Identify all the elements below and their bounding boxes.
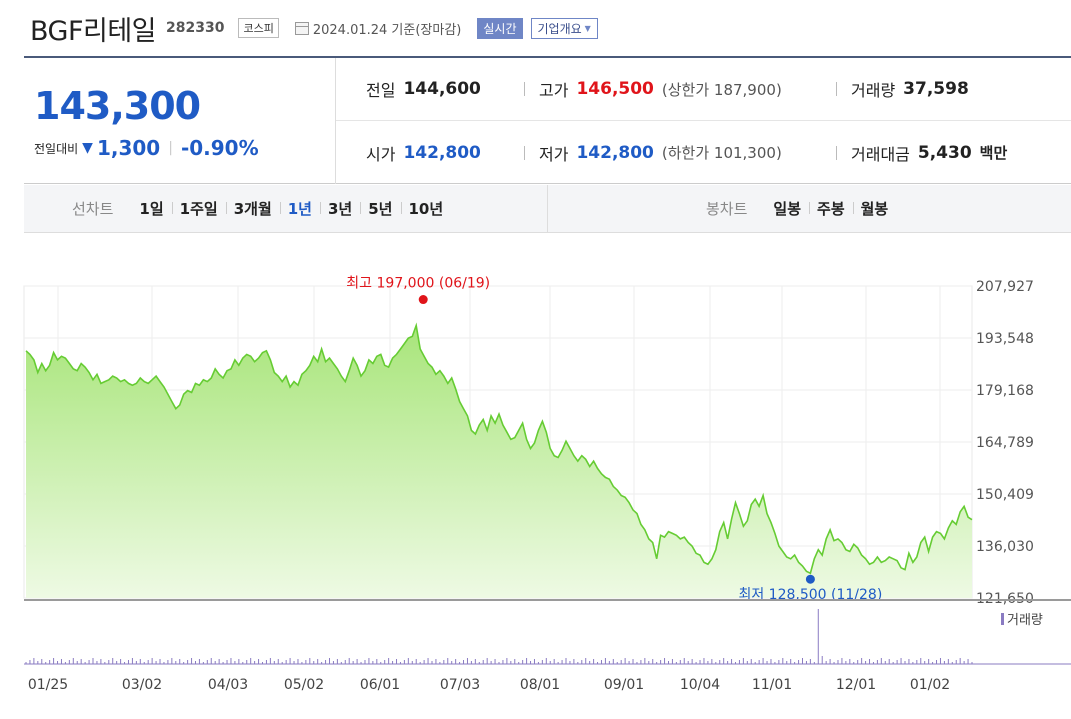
- period-2[interactable]: 3개월: [225, 198, 280, 219]
- y-tick-label: 150,409: [976, 487, 1034, 503]
- candle-chart-periods: 봉차트 일봉 주봉 월봉: [548, 185, 1071, 232]
- y-tick-label: 193,548: [976, 331, 1034, 347]
- stats-table: 전일 144,600 고가 146,500 (상한가 187,900) 거래량 …: [336, 58, 1071, 184]
- x-tick-label: 12/01: [836, 677, 876, 693]
- stat-open: 시가 142,800: [366, 141, 481, 165]
- stat-label: 저가: [539, 144, 569, 164]
- high-annotation: 최고 197,000 (06/19): [346, 276, 490, 292]
- reference-date: 2024.01.24 기준(장마감): [312, 22, 462, 38]
- stock-header: BGF리테일 282330 코스피 2024.01.24 기준(장마감) 실시간…: [30, 8, 598, 48]
- y-tick-label: 207,927: [976, 279, 1034, 295]
- realtime-button[interactable]: 실시간: [477, 17, 523, 39]
- stat-value: 5,430: [917, 142, 972, 163]
- calendar-icon: [294, 21, 309, 35]
- company-overview-label: 기업개요: [537, 21, 582, 36]
- stat-unit: 백만: [979, 144, 1008, 162]
- period-0[interactable]: 1일: [139, 200, 164, 218]
- candle-period-0[interactable]: 일봉: [773, 200, 802, 218]
- stat-high: 고가 146,500 (상한가 187,900): [524, 77, 782, 101]
- stat-value: 37,598: [903, 79, 969, 99]
- change-label: 전일대비: [34, 141, 79, 156]
- x-tick-label: 09/01: [604, 677, 644, 693]
- period-5[interactable]: 5년: [360, 198, 400, 219]
- x-tick-label: 11/01: [752, 677, 792, 693]
- period-3[interactable]: 1년: [279, 198, 320, 219]
- volume-legend-label: 거래량: [1007, 613, 1043, 628]
- price-summary: 143,300 전일대비 ▼ 1,300 | -0.90% 전일 144,600…: [24, 56, 1071, 184]
- period-1[interactable]: 1주일: [171, 198, 226, 219]
- stat-label: 거래대금: [851, 144, 910, 164]
- stat-label: 시가: [366, 144, 396, 164]
- divider: [836, 82, 837, 96]
- stat-prev-close: 전일 144,600: [366, 77, 481, 101]
- period-4[interactable]: 3년: [320, 198, 360, 219]
- stat-value: 144,600: [403, 79, 481, 99]
- down-arrow-icon: ▼: [82, 140, 93, 156]
- divider: [836, 145, 837, 160]
- stat-trade-value: 거래대금 5,430 백만: [836, 141, 1007, 165]
- candle-period-1[interactable]: 주봉: [809, 198, 853, 219]
- stats-row-1: 전일 144,600 고가 146,500 (상한가 187,900) 거래량 …: [336, 58, 1071, 121]
- stat-label: 전일: [366, 81, 396, 100]
- line-chart-label: 선차트: [72, 200, 114, 218]
- current-price: 143,300: [34, 84, 201, 128]
- candle-period-2[interactable]: 월봉: [852, 198, 897, 219]
- stat-value: 142,800: [576, 142, 654, 163]
- x-tick-label: 05/02: [284, 677, 324, 693]
- low-marker: [805, 574, 815, 584]
- company-overview-button[interactable]: 기업개요 ▼: [530, 17, 598, 39]
- stat-low: 저가 142,800 (하한가 101,300): [524, 141, 782, 165]
- period-6[interactable]: 10년: [400, 198, 452, 219]
- change-value: 1,300: [96, 136, 161, 160]
- high-marker: [418, 295, 428, 305]
- x-tick-label: 07/03: [440, 677, 480, 693]
- divider: |: [168, 140, 173, 156]
- x-tick-label: 03/02: [122, 677, 162, 693]
- stock-code: 282330: [166, 20, 225, 36]
- change-percent: -0.90%: [180, 136, 259, 160]
- price-chart: 207,927 193,548 179,168 164,789 150,409 136,0…: [0, 240, 1071, 719]
- stat-value: 142,800: [403, 142, 481, 163]
- market-badge: 코스피: [238, 18, 279, 38]
- divider: [524, 145, 525, 160]
- area-fill: [26, 325, 972, 598]
- candle-chart-label: 봉차트: [706, 200, 748, 218]
- change-row: 전일대비 ▼ 1,300 | -0.90%: [34, 136, 259, 160]
- x-tick-label: 08/01: [520, 677, 560, 693]
- x-tick-label: 10/04: [680, 677, 720, 693]
- y-tick-label: 136,030: [976, 539, 1034, 555]
- price-line: [25, 322, 973, 575]
- x-tick-label: 04/03: [208, 677, 248, 693]
- x-tick-label: 01/25: [28, 677, 68, 693]
- date-info: 2024.01.24 기준(장마감): [294, 19, 462, 38]
- caret-down-icon: ▼: [584, 23, 591, 33]
- y-tick-label: 164,789: [976, 435, 1034, 451]
- lower-limit: (하한가 101,300): [661, 144, 782, 162]
- stat-volume: 거래량 37,598: [836, 77, 969, 101]
- period-bar: 선차트 1일 1주일 3개월 1년 3년 5년 10년 봉차트 일봉 주봉 월봉: [24, 185, 1071, 233]
- stat-label: 고가: [539, 81, 569, 100]
- x-tick-label: 01/02: [910, 677, 950, 693]
- line-chart-periods: 선차트 1일 1주일 3개월 1년 3년 5년 10년: [24, 185, 548, 232]
- chart-svg: 207,927 193,548 179,168 164,789 150,409 136,0…: [23, 276, 1071, 693]
- stat-value: 146,500: [576, 79, 654, 99]
- x-tick-label: 06/01: [360, 677, 400, 693]
- stat-label: 거래량: [851, 81, 896, 100]
- current-price-box: 143,300 전일대비 ▼ 1,300 | -0.90%: [24, 58, 336, 184]
- divider: [524, 82, 525, 96]
- volume-legend-swatch: [1001, 613, 1004, 625]
- y-tick-label: 179,168: [976, 383, 1034, 399]
- company-name: BGF리테일: [30, 15, 157, 47]
- upper-limit: (상한가 187,900): [661, 80, 782, 99]
- stats-row-2: 시가 142,800 저가 142,800 (하한가 101,300) 거래대금…: [336, 121, 1071, 184]
